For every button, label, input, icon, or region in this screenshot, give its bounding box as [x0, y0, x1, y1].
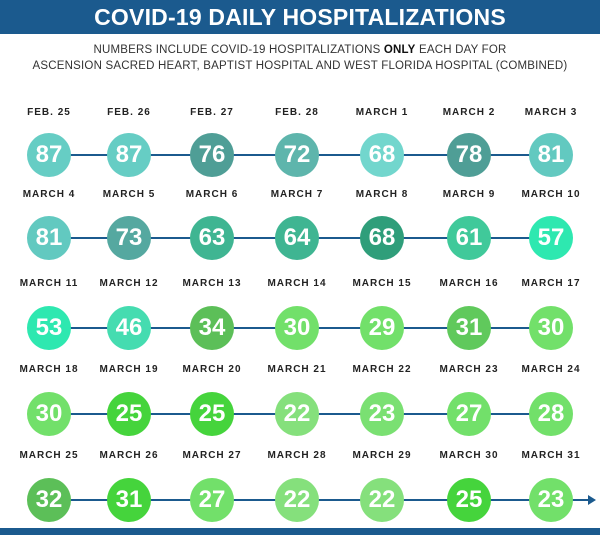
hospitalization-count-circle: 32: [27, 478, 71, 522]
hospitalization-count-circle: 46: [107, 306, 151, 350]
hospitalization-count-circle: 81: [27, 216, 71, 260]
hospitalization-count-circle: 22: [275, 478, 319, 522]
subtitle-emphasis: ONLY: [383, 44, 416, 56]
date-label: MARCH 8: [355, 189, 409, 200]
hospitalization-count-circle: 57: [529, 216, 573, 260]
date-label: MARCH 19: [99, 364, 159, 375]
hospitalization-count-circle: 29: [360, 306, 404, 350]
date-label: MARCH 3: [524, 107, 578, 118]
footer-bar: [0, 528, 600, 535]
hospitalization-count-circle: 68: [360, 216, 404, 260]
hospitalization-count-circle: 87: [27, 133, 71, 177]
hospitalization-count-circle: 73: [107, 216, 151, 260]
date-label: FEB. 26: [107, 107, 151, 118]
date-label: MARCH 7: [270, 189, 324, 200]
date-label: MARCH 30: [439, 450, 499, 461]
date-label: MARCH 26: [99, 450, 159, 461]
date-label: MARCH 29: [352, 450, 412, 461]
hospitalization-count-circle: 64: [275, 216, 319, 260]
hospitalization-count-circle: 53: [27, 306, 71, 350]
hospitalization-count-circle: 22: [360, 478, 404, 522]
date-label: MARCH 5: [102, 189, 156, 200]
subtitle-text: NUMBERS INCLUDE COVID-19 HOSPITALIZATION…: [93, 44, 384, 56]
date-label: FEB. 25: [27, 107, 71, 118]
hospitalization-count-circle: 72: [275, 133, 319, 177]
hospitalization-count-circle: 87: [107, 133, 151, 177]
hospitalization-count-circle: 30: [27, 392, 71, 436]
hospitalization-count-circle: 27: [190, 478, 234, 522]
hospitalization-count-circle: 25: [447, 478, 491, 522]
hospitalization-count-circle: 34: [190, 306, 234, 350]
date-label: MARCH 22: [352, 364, 412, 375]
date-label: MARCH 31: [521, 450, 581, 461]
hospitalization-count-circle: 28: [529, 392, 573, 436]
date-label: MARCH 11: [19, 278, 79, 289]
hospitalization-count-circle: 23: [529, 478, 573, 522]
date-label: MARCH 25: [19, 450, 79, 461]
hospitalization-count-circle: 81: [529, 133, 573, 177]
hospitalization-count-circle: 31: [107, 478, 151, 522]
date-label: MARCH 17: [521, 278, 581, 289]
date-label: MARCH 24: [521, 364, 581, 375]
date-label: MARCH 15: [352, 278, 412, 289]
hospitalization-count-circle: 25: [190, 392, 234, 436]
subtitle-text: EACH DAY FOR: [415, 44, 507, 56]
date-label: MARCH 23: [439, 364, 499, 375]
date-label: FEB. 27: [190, 107, 234, 118]
date-label: MARCH 20: [182, 364, 242, 375]
hospitalization-count-circle: 61: [447, 216, 491, 260]
date-label: MARCH 4: [22, 189, 76, 200]
hospitalization-count-circle: 68: [360, 133, 404, 177]
hospitalization-count-circle: 63: [190, 216, 234, 260]
hospitalization-count-circle: 23: [360, 392, 404, 436]
date-label: MARCH 2: [442, 107, 496, 118]
date-label: MARCH 9: [442, 189, 496, 200]
hospitalization-count-circle: 78: [447, 133, 491, 177]
date-label: MARCH 1: [355, 107, 409, 118]
date-label: MARCH 13: [182, 278, 242, 289]
subtitle-line-1: NUMBERS INCLUDE COVID-19 HOSPITALIZATION…: [0, 44, 600, 56]
date-label: MARCH 27: [182, 450, 242, 461]
hospitalization-count-circle: 31: [447, 306, 491, 350]
date-label: MARCH 21: [267, 364, 327, 375]
hospitalization-count-circle: 30: [529, 306, 573, 350]
hospitalization-count-circle: 25: [107, 392, 151, 436]
date-label: MARCH 14: [267, 278, 327, 289]
hospitalization-count-circle: 76: [190, 133, 234, 177]
date-label: FEB. 28: [275, 107, 319, 118]
hospitalization-count-circle: 22: [275, 392, 319, 436]
subtitle-line-2: ASCENSION SACRED HEART, BAPTIST HOSPITAL…: [32, 60, 568, 72]
hospitalization-count-circle: 27: [447, 392, 491, 436]
date-label: MARCH 16: [439, 278, 499, 289]
page-title: COVID-19 DAILY HOSPITALIZATIONS: [0, 0, 600, 34]
date-label: MARCH 6: [185, 189, 239, 200]
arrow-right-icon: [588, 495, 596, 505]
hospitalization-count-circle: 30: [275, 306, 319, 350]
date-label: MARCH 12: [99, 278, 159, 289]
date-label: MARCH 18: [19, 364, 79, 375]
date-label: MARCH 28: [267, 450, 327, 461]
date-label: MARCH 10: [521, 189, 581, 200]
